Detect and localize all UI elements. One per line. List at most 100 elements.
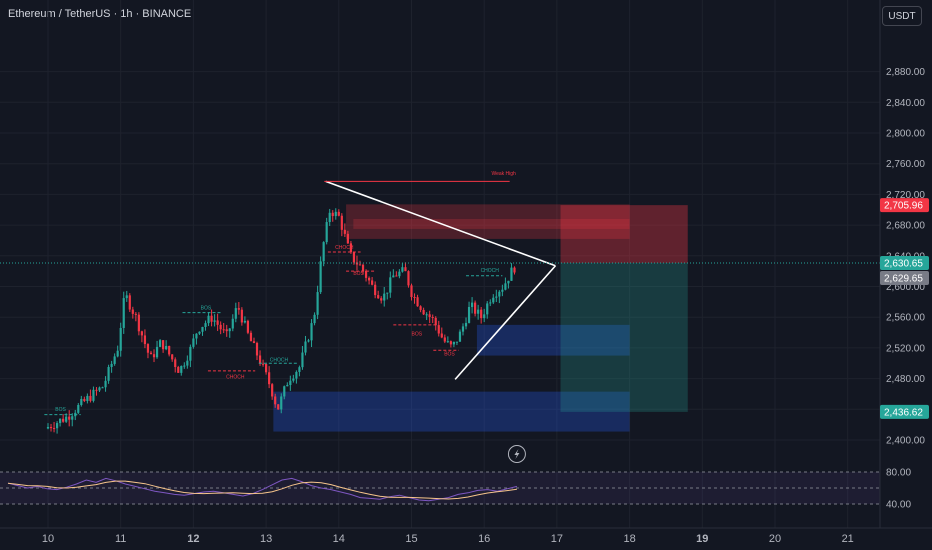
y-tick-label: 2,720.00 bbox=[886, 190, 925, 201]
candle-body bbox=[89, 395, 92, 401]
candle-body bbox=[98, 387, 101, 391]
candle-body bbox=[498, 291, 501, 297]
candle-body bbox=[489, 302, 492, 304]
candle-body bbox=[52, 428, 56, 430]
candle-body bbox=[443, 337, 446, 342]
annotation-label: BOS bbox=[353, 271, 364, 277]
candle-body bbox=[295, 371, 298, 379]
candle-body bbox=[301, 352, 304, 368]
rsi-tick-label: 80.00 bbox=[886, 468, 911, 479]
candle-body bbox=[428, 314, 431, 317]
rsi-line bbox=[7, 477, 518, 502]
candle-body bbox=[158, 340, 162, 347]
candle-body bbox=[380, 298, 383, 301]
candle-body bbox=[274, 396, 277, 405]
rsi-panel bbox=[0, 471, 880, 505]
candle-body bbox=[398, 271, 401, 277]
candle-body bbox=[186, 360, 189, 366]
candle-body bbox=[252, 341, 256, 343]
candle-body bbox=[446, 341, 449, 343]
candle-body bbox=[389, 277, 392, 293]
candle-body bbox=[431, 316, 434, 318]
candle-body bbox=[195, 333, 198, 339]
candle-body bbox=[364, 270, 368, 278]
annotation-label: BOS bbox=[412, 332, 423, 338]
time-axis: 10 11 12 13 14 15 16 17 18 19 20 21 bbox=[0, 527, 932, 545]
price-label-box bbox=[880, 255, 929, 270]
candle-body bbox=[340, 215, 343, 230]
candle-body bbox=[134, 313, 137, 315]
candle-body bbox=[110, 363, 113, 367]
candle-body bbox=[255, 342, 259, 356]
candle-body bbox=[171, 354, 174, 360]
candle-body bbox=[510, 267, 513, 281]
candle-body bbox=[104, 380, 107, 388]
candle-body bbox=[349, 243, 353, 253]
candle-body bbox=[358, 264, 362, 266]
x-tick-label: 19 bbox=[696, 533, 708, 545]
candle-body bbox=[504, 283, 507, 290]
candle-body bbox=[298, 367, 301, 372]
candle-body bbox=[113, 356, 116, 364]
annotation-label: BOS bbox=[55, 407, 66, 413]
x-tick-label: 13 bbox=[260, 533, 272, 545]
candle-body bbox=[374, 284, 377, 296]
candle-body bbox=[331, 212, 334, 217]
candle-body bbox=[452, 341, 456, 345]
candle-body bbox=[49, 426, 53, 429]
candle-body bbox=[107, 366, 110, 381]
candle-body bbox=[243, 320, 246, 323]
candle-body bbox=[95, 389, 98, 391]
candle-body bbox=[140, 331, 144, 336]
candle-body bbox=[513, 267, 516, 273]
candle-body bbox=[383, 293, 386, 301]
candle-body bbox=[501, 289, 504, 292]
x-tick-label: 21 bbox=[842, 533, 854, 545]
candle-body bbox=[455, 341, 459, 343]
price-label: 2,630.65 bbox=[884, 258, 923, 269]
candle-body bbox=[495, 296, 498, 298]
candle-body bbox=[92, 389, 95, 401]
candle-body bbox=[237, 308, 240, 310]
candle-body bbox=[80, 398, 83, 406]
y-tick-label: 2,800.00 bbox=[886, 129, 925, 140]
candle-body bbox=[337, 211, 340, 216]
x-tick-label: 16 bbox=[478, 533, 490, 545]
candle-body bbox=[310, 323, 313, 341]
candle-body bbox=[343, 229, 346, 234]
candle-body bbox=[192, 338, 195, 347]
candle-body bbox=[225, 329, 228, 332]
currency-button[interactable]: USDT bbox=[882, 6, 922, 26]
candle-body bbox=[346, 233, 349, 244]
candle-body bbox=[198, 331, 201, 334]
candle-body bbox=[395, 275, 398, 277]
annotation-label: CHOCH bbox=[335, 245, 354, 251]
x-tick-label: 20 bbox=[769, 533, 781, 545]
x-tick-label: 14 bbox=[333, 533, 345, 545]
price-label: 2,436.62 bbox=[884, 407, 923, 418]
chart-title: Ethereum / TetherUS · 1h · BINANCE bbox=[8, 8, 192, 20]
candle-body bbox=[204, 323, 207, 327]
candle-body bbox=[292, 378, 295, 381]
demand-zone-upper bbox=[476, 324, 630, 356]
candle-body bbox=[319, 261, 322, 293]
annotation-label: CHOCH bbox=[270, 358, 289, 364]
candle-body bbox=[258, 355, 262, 364]
candle-body bbox=[149, 352, 153, 355]
candle-body bbox=[392, 275, 395, 278]
y-tick-label: 2,880.00 bbox=[886, 67, 925, 78]
candle-body bbox=[207, 315, 210, 324]
take-profit-zone bbox=[560, 262, 688, 412]
candle-body bbox=[119, 327, 122, 351]
candle-body bbox=[483, 314, 486, 319]
y-tick-label: 2,600.00 bbox=[886, 282, 925, 293]
candle-body bbox=[101, 387, 104, 389]
candle-body bbox=[325, 222, 328, 243]
candle-body bbox=[77, 405, 80, 413]
candle-body bbox=[280, 396, 283, 410]
annotations: Weak High BOS BOS CHOCH CHOCH CHOCH BOS BOS BOS C… bbox=[55, 171, 516, 413]
candle-body bbox=[177, 367, 180, 373]
rsi-tick-label: 40.00 bbox=[886, 500, 911, 511]
lightning-icon-bolt bbox=[514, 449, 520, 459]
